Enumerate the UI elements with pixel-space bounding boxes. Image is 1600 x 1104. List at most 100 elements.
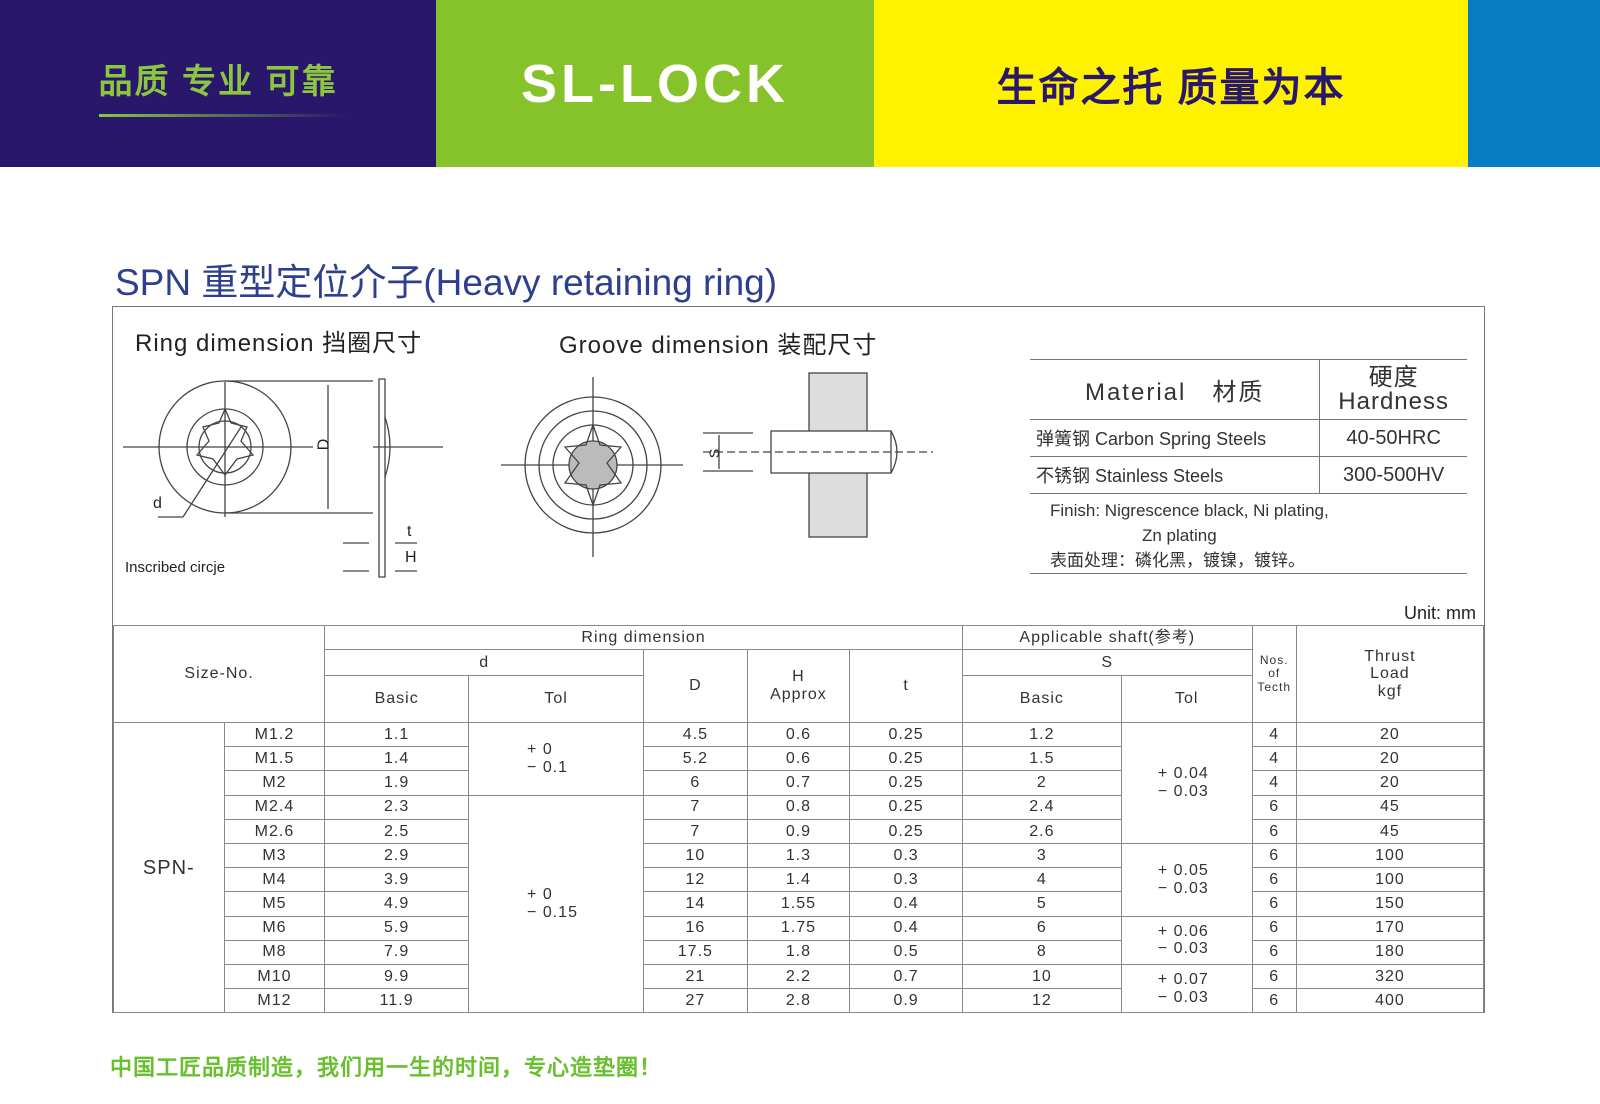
H-cell: 0.6 <box>746 721 851 748</box>
d-tol-cell: + 0 − 0.1 <box>468 722 645 796</box>
d-basic-cell: 1.1 <box>324 721 470 748</box>
table-row: M1.5 1.4 5.2 0.6 0.25 1.5 4 20 <box>114 746 1485 772</box>
t-cell: 0.25 <box>849 770 963 796</box>
d-basic-cell: 7.9 <box>324 939 470 965</box>
d-basic-cell: 9.9 <box>324 963 470 990</box>
D-cell: 10 <box>643 842 748 869</box>
t-cell: 0.4 <box>849 891 963 917</box>
thrust-load-cell: 20 <box>1295 721 1485 748</box>
slogan-right: 生命之托 质量为本 <box>996 65 1346 110</box>
teeth-cell: 6 <box>1251 842 1297 869</box>
H-cell: 1.75 <box>746 915 851 941</box>
footer-slogan: 中国工匠品质制造，我们用一生的时间，专心造垫圈！ <box>110 1055 663 1080</box>
H-cell: 0.8 <box>746 794 851 820</box>
H-cell: 1.8 <box>746 939 851 965</box>
hardness-value: 40-50HRC <box>1319 419 1467 457</box>
s-basic-header: Basic <box>961 675 1122 723</box>
teeth-cell: 6 <box>1251 915 1297 941</box>
groove-section-view <box>703 372 933 538</box>
header-band-navy: 品质 专业 可靠 <box>0 0 436 167</box>
s-tol-header: Tol <box>1120 675 1253 723</box>
teeth-header: Nos. of Tecth <box>1251 625 1297 723</box>
table-row: M2.4 2.3 + 0 − 0.15 7 0.8 0.25 2.4 6 45 <box>114 794 1485 1014</box>
s-basic-cell: 6 <box>961 915 1122 941</box>
material-table: Material 材质 硬度 Hardness 弹簧钢 Carbon Spring… <box>1030 359 1467 494</box>
thrust-load-cell: 170 <box>1295 915 1485 941</box>
table-row: M2 1.9 6 0.7 0.25 2 4 20 <box>114 770 1485 796</box>
D-cell: 6 <box>643 770 748 796</box>
thrust-load-cell: 45 <box>1295 818 1485 844</box>
s-tol-cell: + 0.05 − 0.03 <box>1120 842 1253 917</box>
d-basic-cell: 1.4 <box>324 746 470 772</box>
header-row: Size-No. Ring dimension Applicable shaft(参… <box>112 625 1485 723</box>
teeth-cell: 6 <box>1251 867 1297 893</box>
s-basic-cell: 2.4 <box>961 794 1122 820</box>
header-band-blue <box>1468 0 1600 167</box>
d-basic-header: Basic <box>324 675 470 723</box>
H-cell: 0.6 <box>746 746 851 772</box>
t-cell: 0.4 <box>849 915 963 941</box>
s-basic-cell: 10 <box>961 963 1122 990</box>
s-tol-cell: + 0.06 − 0.03 <box>1120 915 1253 965</box>
d-basic-cell: 3.9 <box>324 867 470 893</box>
t-cell: 0.3 <box>849 842 963 869</box>
s-basic-cell: 12 <box>961 988 1122 1014</box>
d-basic-cell: 5.9 <box>324 915 470 941</box>
hardness-value: 300-500HV <box>1319 456 1467 494</box>
size-cell: M2.6 <box>223 818 326 844</box>
teeth-cell: 4 <box>1251 770 1297 796</box>
t-cell: 0.3 <box>849 867 963 893</box>
H-header: H Approx <box>746 649 851 723</box>
teeth-cell: 6 <box>1251 818 1297 844</box>
brand-logo: SL-LOCK <box>521 53 789 114</box>
D-cell: 14 <box>643 891 748 917</box>
d-basic-cell: 1.9 <box>324 770 470 796</box>
t-cell: 0.25 <box>849 746 963 772</box>
spec-table: Size-No. Ring dimension Applicable shaft(参… <box>112 625 1485 1014</box>
D-cell: 21 <box>643 963 748 990</box>
size-cell: M4 <box>223 867 326 893</box>
technical-drawing <box>123 372 933 578</box>
d-basic-cell: 11.9 <box>324 988 470 1014</box>
groove-dimension-label: Groove dimension 装配尺寸 <box>559 332 878 359</box>
size-cell: M2.4 <box>223 794 326 820</box>
table-row: M8 7.9 17.5 1.8 0.5 8 6 180 <box>114 939 1485 965</box>
table-row: M3 2.9 10 1.3 0.3 3 + 0.05 − 0.03 6 100 <box>114 842 1485 917</box>
unit-label: Unit: mm <box>1404 603 1476 623</box>
d-basic-cell: 2.5 <box>324 818 470 844</box>
s-tol-cell: + 0.04 − 0.03 <box>1120 722 1253 844</box>
H-label: H <box>405 549 418 566</box>
thrust-load-cell: 400 <box>1295 988 1485 1014</box>
t-cell: 0.7 <box>849 963 963 990</box>
groove-front-view <box>501 377 683 557</box>
hardness-header: 硬度 Hardness <box>1319 359 1467 420</box>
D-cell: 27 <box>643 988 748 1014</box>
D-cell: 17.5 <box>643 939 748 965</box>
teeth-cell: 6 <box>1251 891 1297 917</box>
thrust-load-cell: 180 <box>1295 939 1485 965</box>
size-no-header: Size-No. <box>112 625 326 723</box>
size-cell: M3 <box>223 842 326 869</box>
thrust-load-cell: 320 <box>1295 963 1485 990</box>
finish-line: Finish: Nigrescence black, Ni plating, <box>1050 501 1329 520</box>
header-band-yellow: 生命之托 质量为本 <box>874 0 1468 167</box>
s-tol-cell: + 0.07 − 0.03 <box>1120 963 1253 1014</box>
teeth-cell: 6 <box>1251 988 1297 1014</box>
D-cell: 16 <box>643 915 748 941</box>
hardness-cn: 硬度 <box>1368 363 1419 391</box>
d-basic-cell: 2.9 <box>324 842 470 869</box>
s-basic-cell: 8 <box>961 939 1122 965</box>
d-tol-header: Tol <box>468 675 645 723</box>
finish-cn: 表面处理：磷化黑，镀镍，镀锌。 <box>1050 551 1305 570</box>
material-name: 不锈钢 Stainless Steels <box>1030 456 1320 494</box>
finish-line: Zn plating <box>1142 526 1217 545</box>
H-cell: 2.2 <box>746 963 851 990</box>
hardness-en: Hardness <box>1338 387 1449 415</box>
applicable-shaft-header: Applicable shaft(参考) <box>961 625 1253 650</box>
teeth-cell: 4 <box>1251 746 1297 772</box>
size-cell: M10 <box>223 963 326 990</box>
size-cell: M1.5 <box>223 746 326 772</box>
size-cell: M6 <box>223 915 326 941</box>
s-basic-cell: 2.6 <box>961 818 1122 844</box>
